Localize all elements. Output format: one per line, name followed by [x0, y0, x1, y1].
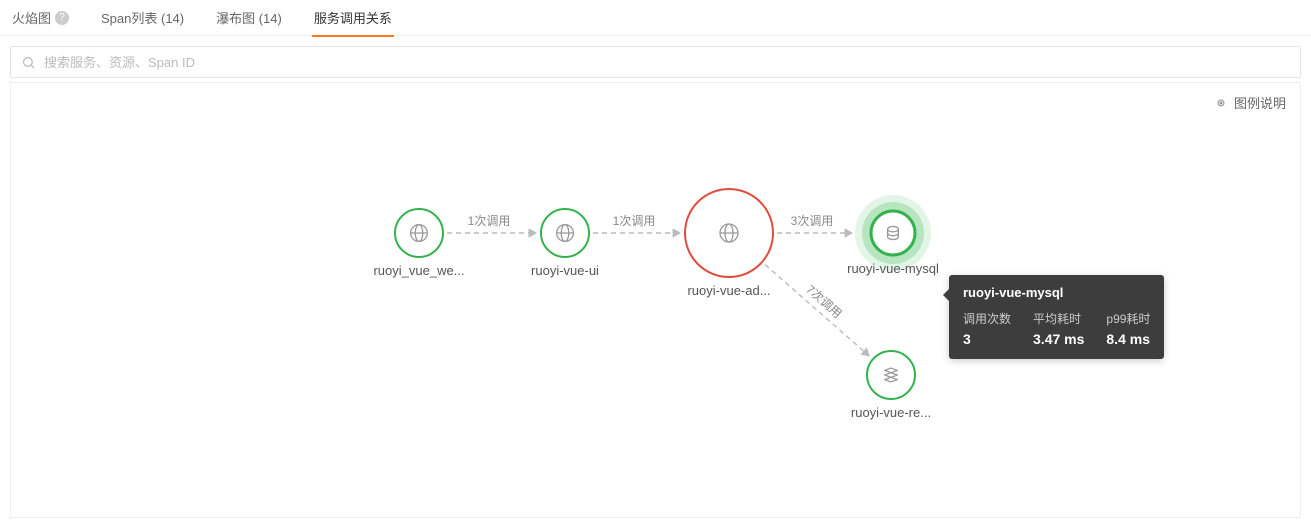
search-input[interactable] — [44, 55, 1290, 70]
node-we[interactable]: ruoyi_vue_we... — [373, 209, 464, 278]
legend-icon — [1214, 96, 1228, 110]
node-re[interactable]: ruoyi-vue-re... — [851, 351, 931, 420]
edge-label: 7次调用 — [803, 282, 844, 321]
tab-label: 火焰图 — [12, 8, 51, 27]
node-ad[interactable]: ruoyi-vue-ad... — [685, 189, 773, 298]
legend-button[interactable]: 图例说明 — [1214, 93, 1286, 112]
tab-1[interactable]: Span列表 (14) — [99, 0, 186, 36]
search-bar — [10, 46, 1301, 78]
node-label: ruoyi-vue-ui — [531, 263, 599, 278]
tab-2[interactable]: 瀑布图 (14) — [214, 0, 284, 36]
edge-label: 1次调用 — [468, 214, 511, 228]
node-ui[interactable]: ruoyi-vue-ui — [531, 209, 599, 278]
tab-label: 瀑布图 (14) — [216, 8, 282, 27]
tab-label: Span列表 (14) — [101, 8, 184, 27]
graph-svg: 1次调用 1次调用 3次调用 7次调用 ruoyi_vue_we... ruoyi-vue… — [11, 83, 1300, 517]
tab-label: 服务调用关系 — [314, 8, 392, 27]
edge — [765, 265, 865, 353]
graph-canvas[interactable]: 图例说明 1次调用1次调用3次调用7次调用ruoyi_vue_we...ruoy… — [10, 82, 1301, 518]
search-icon — [21, 55, 36, 70]
node-label: ruoyi-vue-re... — [851, 405, 931, 420]
arrowhead-icon — [845, 228, 853, 238]
legend-label: 图例说明 — [1234, 93, 1286, 112]
tabs-bar: 火焰图? Span列表 (14) 瀑布图 (14) 服务调用关系 — [0, 0, 1311, 36]
node-label: ruoyi_vue_we... — [373, 263, 464, 278]
tab-0[interactable]: 火焰图? — [10, 0, 71, 36]
help-icon[interactable]: ? — [55, 11, 69, 25]
node-label: ruoyi-vue-ad... — [687, 283, 770, 298]
tab-3[interactable]: 服务调用关系 — [312, 0, 394, 36]
edge-label: 3次调用 — [791, 214, 834, 228]
arrowhead-icon — [673, 228, 681, 238]
node-mysql[interactable]: ruoyi-vue-mysql — [847, 195, 939, 276]
node-label: ruoyi-vue-mysql — [847, 261, 939, 276]
arrowhead-icon — [529, 228, 537, 238]
edge-label: 1次调用 — [613, 214, 656, 228]
